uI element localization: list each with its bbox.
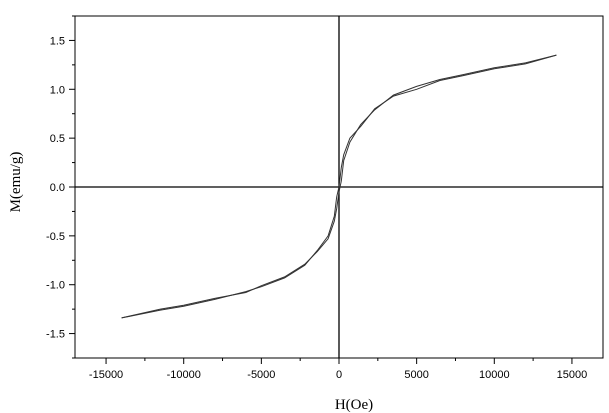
y-tick-label: 1.5 xyxy=(50,35,65,47)
y-tick-label: -0.5 xyxy=(46,231,65,243)
y-tick-label: -1.0 xyxy=(46,280,65,292)
series-line-1 xyxy=(121,54,557,319)
x-tick-label: -15000 xyxy=(89,369,123,381)
y-tick-label: 0.5 xyxy=(50,133,65,145)
x-tick-label: -5000 xyxy=(247,369,275,381)
series-group xyxy=(121,54,557,319)
x-tick-label: 5000 xyxy=(404,369,428,381)
x-tick-label: 15000 xyxy=(557,369,588,381)
x-tick-label: 10000 xyxy=(479,369,510,381)
y-tick-label: 0.0 xyxy=(50,182,65,194)
tick-group: -15000 -10000 -5000 0 5000 10000 15000 -1.5 -1.0… xyxy=(46,15,588,381)
x-tick-label: -10000 xyxy=(167,369,201,381)
x-axis-label: H(Oe) xyxy=(335,397,373,413)
y-tick-label: -1.5 xyxy=(46,329,65,341)
x-tick-label: 0 xyxy=(336,369,342,381)
y-axis-label: M(emu/g) xyxy=(8,152,24,213)
series-line-2 xyxy=(121,54,557,319)
y-tick-label: 1.0 xyxy=(50,84,65,96)
